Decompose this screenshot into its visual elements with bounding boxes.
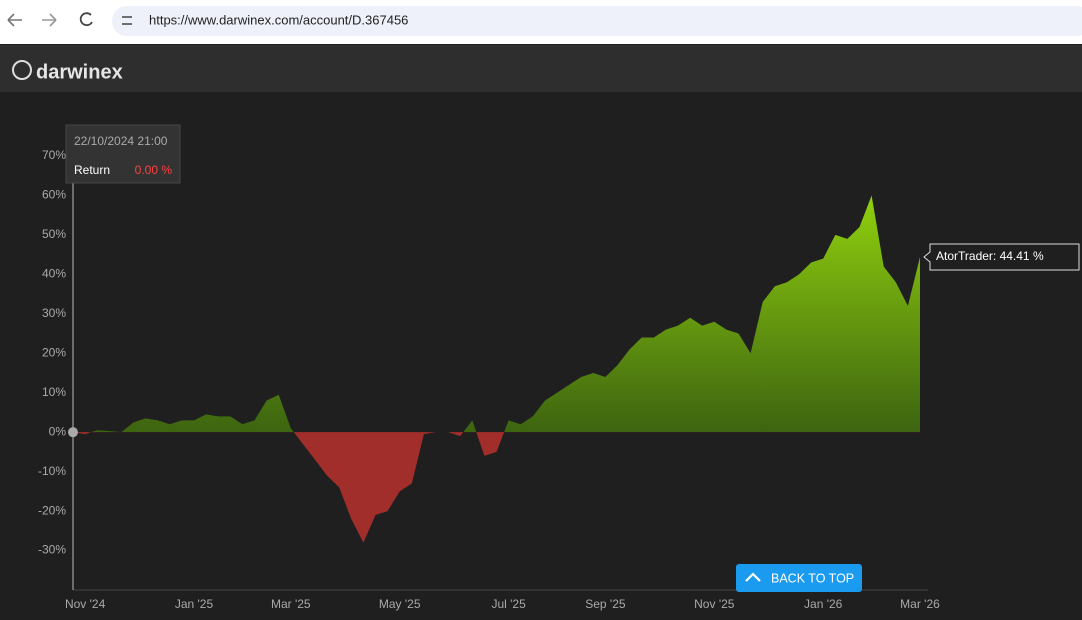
- x-tick-label: Nov '25: [694, 597, 735, 611]
- logo-icon: [12, 60, 32, 80]
- x-tick-label: Mar '25: [271, 597, 311, 611]
- x-tick-label: May '25: [379, 597, 421, 611]
- end-label: AtorTrader: 44.41 %: [936, 249, 1044, 263]
- start-point: [68, 427, 78, 438]
- reload-button[interactable]: [79, 12, 93, 27]
- y-tick-label: 60%: [42, 188, 66, 202]
- tooltip-value: 0.00 %: [135, 163, 173, 177]
- tooltip-date: 22/10/2024 21:00: [74, 134, 168, 148]
- y-tick-label: 10%: [42, 385, 66, 399]
- x-tick-label: Mar '26: [900, 597, 940, 611]
- y-tick-label: -30%: [38, 543, 66, 557]
- return-area: [73, 195, 920, 543]
- tooltip-label: Return: [74, 163, 110, 177]
- y-tick-label: -10%: [38, 464, 66, 478]
- y-tick-label: 20%: [42, 345, 66, 359]
- x-tick-label: Nov '24: [65, 597, 106, 611]
- back-to-top-button[interactable]: [736, 564, 862, 592]
- y-tick-label: 70%: [42, 148, 66, 162]
- y-tick-label: 40%: [42, 267, 66, 281]
- x-tick-label: Jul '25: [491, 597, 526, 611]
- y-tick-label: 50%: [42, 227, 66, 241]
- y-tick-label: 30%: [42, 306, 66, 320]
- y-tick-label: 0%: [49, 424, 67, 438]
- site-header: [0, 45, 1082, 92]
- x-tick-label: Jan '26: [804, 597, 843, 611]
- site-info-icon[interactable]: [122, 16, 132, 25]
- logo[interactable]: darwinex: [36, 61, 123, 83]
- end-label-box: [923, 243, 1080, 271]
- x-tick-label: Sep '25: [585, 597, 626, 611]
- plot: 70% 60% 50% 40% 30% 20% 10% 0% -10% -20% -30% Nov '…: [38, 148, 940, 611]
- url: https://www.darwinex.com/account/D.36745…: [149, 12, 408, 27]
- forward-button[interactable]: [42, 13, 57, 27]
- back-to-top-label[interactable]: BACK TO TOP: [771, 571, 854, 585]
- y-tick-label: -20%: [38, 503, 66, 517]
- tooltip: [65, 124, 181, 184]
- address-bar[interactable]: [112, 6, 1082, 36]
- x-tick-label: Jan '25: [175, 597, 214, 611]
- back-button[interactable]: [7, 13, 22, 27]
- up-arrow: [745, 572, 761, 582]
